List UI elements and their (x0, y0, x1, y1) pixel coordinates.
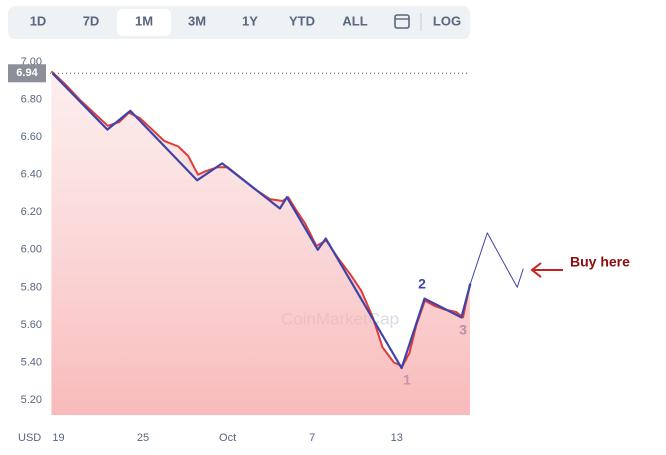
price-tag-label: 6.94 (16, 67, 38, 79)
price-tag (8, 64, 46, 83)
x-tick-label: 25 (137, 432, 149, 444)
x-tick-label: 13 (391, 432, 403, 444)
log-button[interactable]: LOG (433, 13, 461, 28)
range-button[interactable]: ALL (342, 13, 367, 28)
range-button[interactable]: 1M (135, 13, 153, 28)
range-button[interactable]: 7D (83, 13, 100, 28)
range-button[interactable]: 1Y (242, 13, 258, 28)
forecast-line (469, 232, 524, 288)
x-tick-label: 7 (309, 432, 315, 444)
y-tick-label: 6.60 (21, 131, 42, 143)
range-button[interactable]: 1D (30, 13, 47, 28)
toolbar (8, 6, 470, 39)
y-tick-label: 6.80 (21, 93, 42, 105)
range-button[interactable]: 3M (188, 13, 206, 28)
range-button[interactable]: YTD (289, 13, 315, 28)
y-tick-label: 5.40 (21, 356, 42, 368)
x-tick-label: Oct (219, 432, 236, 444)
selected-button (117, 9, 171, 36)
buy-label: Buy here (570, 254, 630, 270)
y-tick-label: 5.80 (21, 281, 42, 293)
y-tick-label: 6.00 (21, 244, 42, 256)
currency-label: USD (18, 432, 41, 444)
y-tick-label: 5.60 (21, 319, 42, 331)
y-tick-label: 5.20 (21, 394, 42, 406)
y-tick-label: 6.20 (21, 206, 42, 218)
wave-label: 2 (418, 276, 426, 292)
x-tick-label: 19 (52, 432, 64, 444)
calendar-icon[interactable] (394, 14, 410, 29)
price-line (51, 72, 472, 370)
area-fill (51, 71, 471, 416)
arrow-head (530, 262, 542, 278)
y-tick-label: 6.40 (21, 169, 42, 181)
